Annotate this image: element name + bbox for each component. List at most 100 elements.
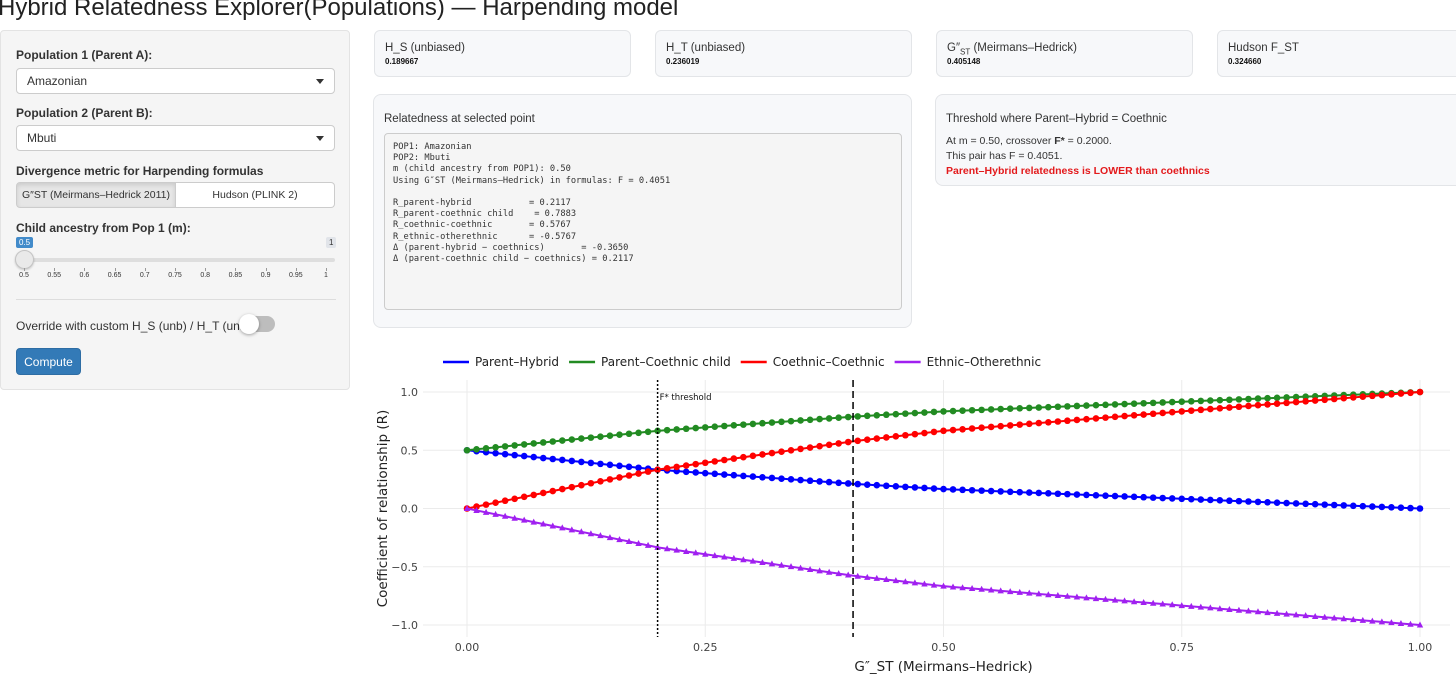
series-point xyxy=(1416,388,1424,396)
series-point xyxy=(568,526,576,533)
series-point xyxy=(1254,395,1262,402)
series-point xyxy=(892,483,900,490)
series-point xyxy=(892,410,900,418)
chevron-down-icon xyxy=(316,79,324,84)
override-toggle[interactable] xyxy=(239,314,275,334)
series-point xyxy=(1035,590,1042,597)
slider-handle[interactable] xyxy=(15,250,34,269)
series-point xyxy=(1216,497,1224,504)
series-point xyxy=(1187,495,1195,503)
pop1-select[interactable]: Amazonian xyxy=(16,68,335,94)
series-point xyxy=(540,520,547,527)
series-point xyxy=(578,481,585,489)
series-point xyxy=(749,557,757,564)
series-point xyxy=(473,503,480,510)
series-point xyxy=(873,411,881,419)
series-point xyxy=(721,553,728,560)
series-point xyxy=(1168,495,1176,502)
threshold-card: Threshold where Parent–Hybrid = Coethnic… xyxy=(935,94,1456,186)
series-point xyxy=(1045,591,1052,598)
series-point xyxy=(911,430,919,438)
series-point xyxy=(1178,495,1186,503)
series-point xyxy=(1311,612,1319,619)
series-point xyxy=(987,586,995,593)
series-point xyxy=(1102,492,1109,499)
metric-option-hudson[interactable]: Hudson (PLINK 2) xyxy=(176,182,335,208)
series-point xyxy=(1245,498,1252,505)
stat-card-hudson: Hudson F_ST 0.324660 xyxy=(1217,30,1456,77)
compute-button[interactable]: Compute xyxy=(16,348,81,375)
series-point xyxy=(873,481,881,489)
series-point xyxy=(701,469,709,477)
slider-tick-label: 0.65 xyxy=(107,272,122,279)
series-point xyxy=(930,428,938,436)
series-point xyxy=(1178,408,1186,415)
series-point xyxy=(1159,600,1166,607)
series-point xyxy=(1283,394,1290,401)
series-point xyxy=(1273,499,1281,506)
series-point xyxy=(863,436,871,443)
stat-value: 0.405148 xyxy=(947,57,981,66)
pop2-select[interactable]: Mbuti xyxy=(16,125,335,151)
series-point xyxy=(835,570,842,577)
series-point xyxy=(530,440,538,447)
toggle-knob xyxy=(239,314,259,334)
series-point xyxy=(1035,419,1043,427)
legend-label: Coethnic–Coethnic xyxy=(773,355,885,369)
series-point xyxy=(921,429,928,437)
series-point xyxy=(1388,619,1395,626)
series-point xyxy=(539,454,547,462)
series-point xyxy=(673,546,680,553)
slider-tick-mark xyxy=(54,268,56,271)
series-point xyxy=(625,472,633,479)
series-point xyxy=(1197,496,1205,503)
series-point xyxy=(864,573,871,580)
series-point xyxy=(740,472,747,480)
series-point xyxy=(740,421,747,428)
series-point xyxy=(1283,399,1290,407)
series-point xyxy=(930,485,938,492)
series-point xyxy=(597,460,604,468)
series-point xyxy=(1121,412,1128,420)
pop2-select-value: Mbuti xyxy=(27,131,57,145)
slider-value-badge: 0.5 xyxy=(16,237,34,248)
series-point xyxy=(1092,415,1100,422)
series-point xyxy=(1102,401,1109,409)
series-point xyxy=(463,505,471,511)
series-point xyxy=(959,584,966,591)
series-point xyxy=(616,474,623,481)
series-point xyxy=(1025,420,1033,428)
series-point xyxy=(559,485,566,493)
y-tick-label: 0.0 xyxy=(401,503,419,516)
series-point xyxy=(663,464,671,472)
series-point xyxy=(1130,598,1138,605)
series-point xyxy=(530,518,537,525)
series-point xyxy=(1130,400,1138,407)
app-title: Hybrid Relatedness Explorer(Populations)… xyxy=(0,0,679,21)
series-point xyxy=(1407,620,1414,627)
series-point xyxy=(1083,402,1090,409)
series-point xyxy=(1187,398,1195,405)
slider-tick-mark xyxy=(295,268,297,271)
series-point xyxy=(463,446,471,454)
x-tick-label: 1.00 xyxy=(1408,641,1433,654)
series-point xyxy=(1292,398,1300,406)
series-point xyxy=(1207,405,1214,413)
series-point xyxy=(606,432,614,439)
series-point xyxy=(1388,504,1395,511)
series-point xyxy=(644,541,652,548)
metric-option-gst[interactable]: G″ST (Meirmans–Hedrick 2011) xyxy=(16,182,176,208)
series-point xyxy=(854,480,862,488)
series-point xyxy=(682,468,690,476)
series-point xyxy=(501,512,509,519)
series-point xyxy=(1083,415,1090,423)
series-point xyxy=(1226,605,1233,612)
series-point xyxy=(625,538,633,545)
slider-track[interactable] xyxy=(23,258,335,262)
series-point xyxy=(1292,393,1300,401)
series-point xyxy=(940,485,947,493)
series-point xyxy=(845,571,852,578)
stat-title: H_T (unbiased) xyxy=(666,42,745,54)
series-point xyxy=(1235,396,1243,403)
series-point xyxy=(682,547,690,554)
